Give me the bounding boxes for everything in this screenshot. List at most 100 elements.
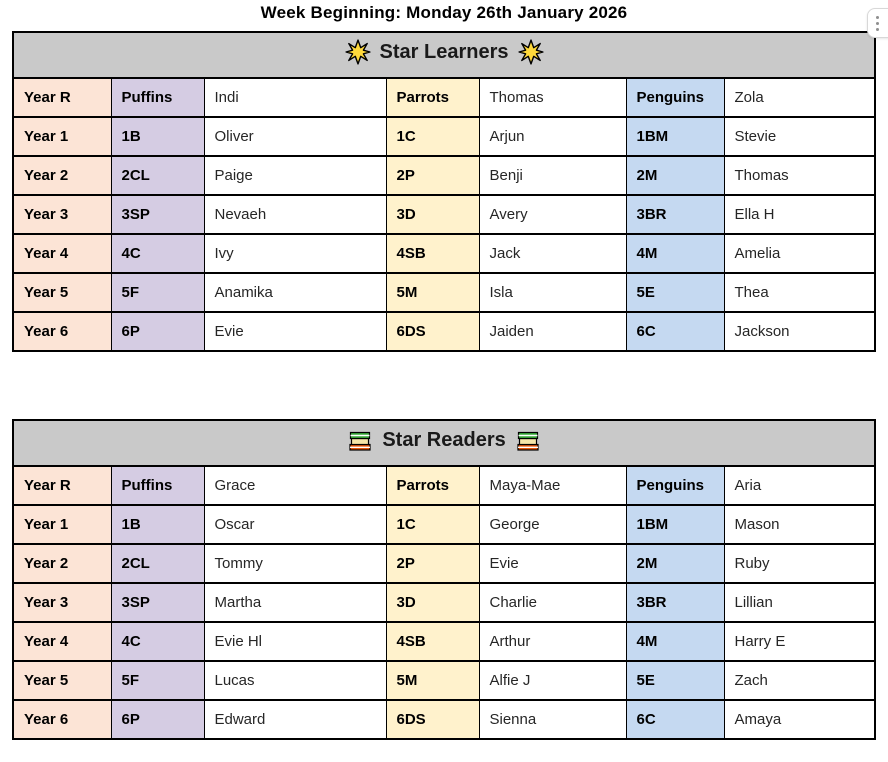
star-readers-header: Star Readers: [11, 419, 877, 467]
year-label: Year 6: [12, 311, 112, 352]
student-name: Aria: [723, 465, 876, 506]
student-name: Ella H: [723, 194, 876, 235]
class-label: 5F: [110, 272, 205, 313]
year-label: Year 3: [12, 582, 112, 623]
class-label: 4C: [110, 233, 205, 274]
table-row: Year R Puffins Indi Parrots Thomas Penguins Zo…: [12, 77, 876, 118]
table-row: Year 3 3SP Martha 3D Charlie 3BR Lillian: [12, 582, 876, 623]
table-row: Year 5 5F Anamika 5M Isla 5E Thea: [12, 272, 876, 313]
student-name: Edward: [203, 699, 387, 740]
books-icon: [349, 431, 371, 451]
class-label: 1C: [385, 504, 480, 545]
class-label: 5F: [110, 660, 205, 701]
student-name: Evie: [478, 543, 627, 584]
class-label: 1B: [110, 504, 205, 545]
class-label: 6DS: [385, 699, 480, 740]
student-name: Ivy: [203, 233, 387, 274]
class-label: 2M: [625, 155, 725, 196]
page-title: Week Beginning: Monday 26th January 2026: [260, 3, 628, 22]
table-row: Year 2 2CL Paige 2P Benji 2M Thomas: [12, 155, 876, 196]
student-name: Stevie: [723, 116, 876, 157]
class-label: 3SP: [110, 194, 205, 235]
student-name: Thomas: [723, 155, 876, 196]
table-row: Year 2 2CL Tommy 2P Evie 2M Ruby: [12, 543, 876, 584]
table-row: Year 4 4C Evie Hl 4SB Arthur 4M Harry E: [12, 621, 876, 662]
class-label: Parrots: [385, 465, 480, 506]
table-row: Year 5 5F Lucas 5M Alfie J 5E Zach: [12, 660, 876, 701]
table-row: Year 4 4C Ivy 4SB Jack 4M Amelia: [12, 233, 876, 274]
student-name: Charlie: [478, 582, 627, 623]
class-label: 6P: [110, 311, 205, 352]
class-label: Parrots: [385, 77, 480, 118]
student-name: Nevaeh: [203, 194, 387, 235]
class-label: 4SB: [385, 233, 480, 274]
student-name: Amaya: [723, 699, 876, 740]
table-row: Year 1 1B Oscar 1C George 1BM Mason: [12, 504, 876, 545]
student-name: Lillian: [723, 582, 876, 623]
class-label: 4C: [110, 621, 205, 662]
class-label: Puffins: [110, 77, 205, 118]
class-label: 4M: [625, 233, 725, 274]
student-name: Avery: [478, 194, 627, 235]
student-name: Zach: [723, 660, 876, 701]
class-label: 2P: [385, 155, 480, 196]
star-readers-table: Star Readers Year R Puffins Grace Parrots Ma…: [11, 419, 877, 740]
student-name: Ruby: [723, 543, 876, 584]
class-label: Penguins: [625, 77, 725, 118]
student-name: Anamika: [203, 272, 387, 313]
student-name: Lucas: [203, 660, 387, 701]
student-name: Maya-Mae: [478, 465, 627, 506]
student-name: Jaiden: [478, 311, 627, 352]
table-row: Year R Puffins Grace Parrots Maya-Mae Penguin…: [12, 465, 876, 506]
student-name: Jack: [478, 233, 627, 274]
student-name: Arjun: [478, 116, 627, 157]
student-name: Oliver: [203, 116, 387, 157]
student-name: Zola: [723, 77, 876, 118]
class-label: 6C: [625, 311, 725, 352]
student-name: Alfie J: [478, 660, 627, 701]
class-label: 6P: [110, 699, 205, 740]
student-name: Indi: [203, 77, 387, 118]
student-name: Arthur: [478, 621, 627, 662]
year-label: Year 6: [12, 699, 112, 740]
year-label: Year 4: [12, 621, 112, 662]
books-icon: [517, 431, 539, 451]
class-label: 5M: [385, 272, 480, 313]
table-row: Year 3 3SP Nevaeh 3D Avery 3BR Ella H: [12, 194, 876, 235]
student-name: Harry E: [723, 621, 876, 662]
table-row: Year 1 1B Oliver 1C Arjun 1BM Stevie: [12, 116, 876, 157]
class-label: 2CL: [110, 543, 205, 584]
class-label: 2M: [625, 543, 725, 584]
table-title: Star Learners: [379, 40, 509, 63]
class-label: 1BM: [625, 504, 725, 545]
student-name: Grace: [203, 465, 387, 506]
class-label: 3D: [385, 194, 480, 235]
class-label: 5M: [385, 660, 480, 701]
class-label: 5E: [625, 272, 725, 313]
year-label: Year 4: [12, 233, 112, 274]
star-learners-table: Star Learners Year R Puffins Indi Parrots Th…: [11, 31, 877, 352]
student-name: Thea: [723, 272, 876, 313]
class-label: 3D: [385, 582, 480, 623]
year-label: Year 5: [12, 272, 112, 313]
class-label: 6DS: [385, 311, 480, 352]
table-title: Star Readers: [382, 428, 506, 451]
year-label: Year 3: [12, 194, 112, 235]
year-label: Year R: [12, 77, 112, 118]
class-label: Penguins: [625, 465, 725, 506]
student-name: Mason: [723, 504, 876, 545]
more-options-button[interactable]: [867, 8, 888, 38]
star-icon: [344, 39, 371, 65]
dot-icon: [876, 15, 879, 19]
student-name: Martha: [203, 582, 387, 623]
star-icon: [517, 39, 544, 65]
student-name: Sienna: [478, 699, 627, 740]
student-name: Jackson: [723, 311, 876, 352]
class-label: 3SP: [110, 582, 205, 623]
student-name: Evie Hl: [203, 621, 387, 662]
star-learners-header: Star Learners: [11, 31, 877, 79]
student-name: Oscar: [203, 504, 387, 545]
student-name: Tommy: [203, 543, 387, 584]
class-label: 4SB: [385, 621, 480, 662]
